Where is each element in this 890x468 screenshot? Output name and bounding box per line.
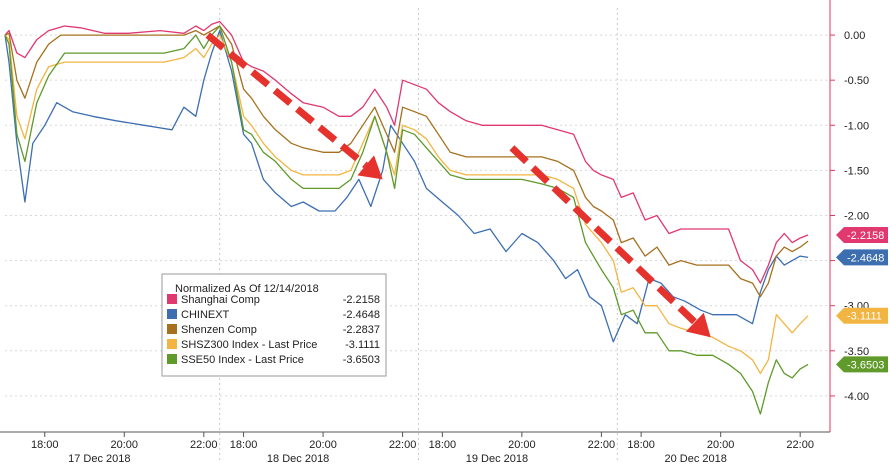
legend-box [161, 273, 387, 377]
legend: Normalized As Of 12/14/2018 Shanghai Com… [161, 273, 387, 377]
trend-arrow-shaft-0 [205, 32, 368, 169]
trend-arrow-shaft-1 [509, 145, 698, 325]
x-tick-label-0: 18:00 [31, 439, 59, 451]
y-tick-label-3: -1.50 [844, 165, 869, 177]
y-tick-label-7: -3.50 [844, 346, 869, 358]
x-tick-label-7: 20:00 [508, 439, 536, 451]
badge-label-4: -3.6503 [847, 359, 884, 371]
badge-4 [836, 356, 888, 373]
legend-swatch-4 [167, 354, 177, 364]
legend-swatch-3 [167, 339, 177, 349]
legend-value-2: -2.2837 [343, 324, 380, 336]
series-line-1 [4, 29, 809, 343]
badge-label-3: -3.1111 [847, 311, 882, 323]
date-label-0: 17 Dec 2018 [68, 453, 130, 465]
legend-value-4: -3.6503 [343, 354, 380, 366]
x-tick-label-1: 20:00 [111, 439, 139, 451]
y-tick-label-8: -4.00 [844, 391, 869, 403]
grid [5, 34, 830, 397]
legend-value-0: -2.2158 [343, 294, 380, 306]
legend-swatch-0 [167, 294, 177, 304]
legend-label-2: Shenzen Comp [181, 324, 257, 336]
x-tick-label-4: 20:00 [309, 439, 337, 451]
badge-0 [836, 226, 888, 243]
day-separators [219, 8, 618, 462]
x-tick-label-3: 18:00 [230, 439, 258, 451]
last-value-badges: -2.2158 -2.4648 -3.1111 -3.6503 [836, 226, 888, 373]
trend-arrow-head-0 [357, 155, 383, 180]
legend-swatch-2 [167, 324, 177, 334]
series-line-0 [4, 20, 809, 284]
series-line-2 [4, 25, 809, 298]
legend-label-1: CHINEXT [181, 309, 230, 321]
date-label-1: 18 Dec 2018 [267, 453, 329, 465]
x-axis: 18:00 20:00 22:00 18:00 20:00 22:00 18:00 20:00… [0, 431, 830, 465]
badge-label-0: -2.2158 [847, 230, 884, 242]
y-tick-label-2: -1.00 [844, 120, 869, 132]
series-lines [4, 20, 809, 415]
legend-value-1: -2.4648 [343, 309, 380, 321]
series-line-3 [4, 34, 809, 375]
x-tick-label-11: 22:00 [786, 439, 814, 451]
x-tick-label-2: 22:00 [190, 439, 218, 451]
legend-label-3: SHSZ300 Index - Last Price [181, 339, 317, 351]
badge-1 [836, 249, 888, 266]
x-tick-label-10: 20:00 [707, 439, 735, 451]
x-tick-label-8: 22:00 [588, 439, 616, 451]
legend-label-4: SSE50 Index - Last Price [181, 354, 304, 366]
legend-swatch-1 [167, 309, 177, 319]
badge-3 [836, 307, 888, 324]
x-tick-label-9: 18:00 [627, 439, 655, 451]
badge-label-1: -2.4648 [847, 252, 884, 264]
legend-value-3: -3.1111 [345, 339, 380, 351]
x-tick-label-5: 22:00 [389, 439, 417, 451]
y-tick-label-1: -0.50 [844, 75, 869, 87]
legend-title: Normalized As Of 12/14/2018 [175, 283, 319, 295]
series-line-4 [4, 25, 809, 415]
y-tick-label-4: -2.00 [844, 210, 869, 222]
trend-arrows [205, 32, 711, 338]
x-tick-label-6: 18:00 [429, 439, 457, 451]
trend-arrow-head-1 [685, 312, 711, 338]
date-label-2: 19 Dec 2018 [466, 453, 528, 465]
legend-label-0: Shanghai Comp [181, 294, 260, 306]
y-tick-label-0: 0.00 [844, 30, 865, 42]
date-label-3: 20 Dec 2018 [665, 453, 727, 465]
